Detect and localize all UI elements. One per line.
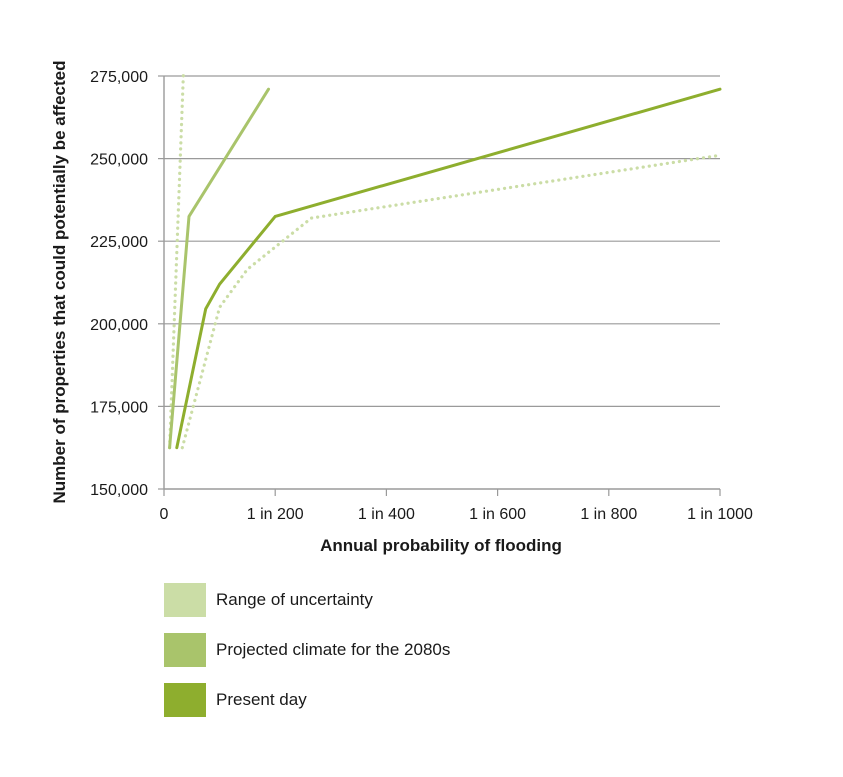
legend-item-uncertainty: Range of uncertainty bbox=[164, 583, 450, 617]
series-lines bbox=[168, 69, 722, 450]
x-tick-label: 1 in 800 bbox=[580, 506, 637, 523]
x-tick-label: 1 in 400 bbox=[358, 506, 415, 523]
y-tick-label: 200,000 bbox=[90, 317, 148, 334]
y-tick-label: 225,000 bbox=[90, 234, 148, 251]
x-axis-title: Annual probability of flooding bbox=[320, 536, 562, 555]
legend-item-2080s: Projected climate for the 2080s bbox=[164, 633, 450, 667]
legend-label: Projected climate for the 2080s bbox=[216, 640, 451, 659]
legend-item-present-day: Present day bbox=[164, 683, 450, 717]
legend: Range of uncertainty Projected climate f… bbox=[164, 583, 450, 733]
series-line-present-day bbox=[175, 87, 722, 450]
series-line-range-of-uncertainty bbox=[180, 153, 722, 450]
x-tick-label: 1 in 600 bbox=[469, 506, 526, 523]
y-tick-label: 150,000 bbox=[90, 482, 148, 499]
axes bbox=[158, 75, 721, 496]
x-tick-label: 1 in 200 bbox=[247, 506, 304, 523]
x-tick-label: 1 in 1000 bbox=[687, 506, 753, 523]
flood-chart: 150,000 175,000 200,000 225,000 250,000 275,0… bbox=[50, 61, 753, 556]
y-axis-title: Number of properties that could potentia… bbox=[50, 61, 69, 504]
y-tick-label: 275,000 bbox=[90, 69, 148, 86]
legend-swatch bbox=[164, 683, 206, 717]
y-tick-label: 250,000 bbox=[90, 152, 148, 169]
series-line-range-of-uncertainty bbox=[168, 69, 186, 450]
legend-swatch bbox=[164, 583, 206, 617]
legend-label: Present day bbox=[216, 690, 307, 709]
series-line-projected-climate-for-the-2080s bbox=[168, 87, 270, 450]
x-tick-label: 0 bbox=[160, 506, 169, 523]
legend-swatch bbox=[164, 633, 206, 667]
y-tick-label: 175,000 bbox=[90, 399, 148, 416]
tick-labels: 150,000 175,000 200,000 225,000 250,000 275,0… bbox=[90, 69, 753, 523]
legend-label: Range of uncertainty bbox=[216, 590, 373, 609]
